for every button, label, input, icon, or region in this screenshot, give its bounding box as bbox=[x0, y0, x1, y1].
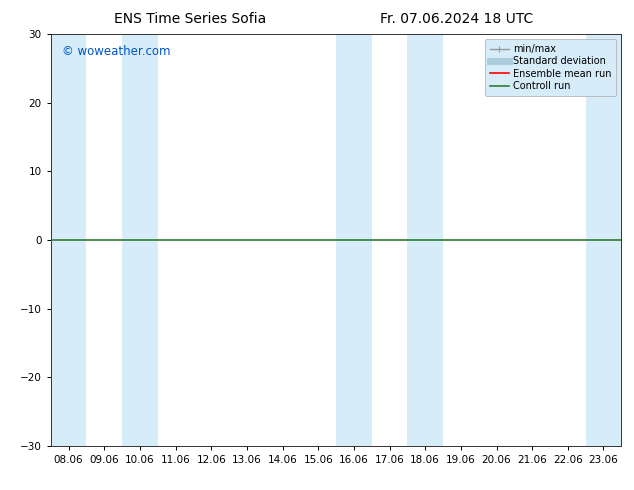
Bar bbox=[407, 34, 443, 446]
Legend: min/max, Standard deviation, Ensemble mean run, Controll run: min/max, Standard deviation, Ensemble me… bbox=[485, 39, 616, 96]
Bar bbox=[51, 34, 86, 446]
Text: ENS Time Series Sofia: ENS Time Series Sofia bbox=[114, 12, 266, 26]
Bar bbox=[122, 34, 158, 446]
Text: © woweather.com: © woweather.com bbox=[62, 45, 171, 58]
Bar bbox=[336, 34, 372, 446]
Bar bbox=[586, 34, 621, 446]
Text: Fr. 07.06.2024 18 UTC: Fr. 07.06.2024 18 UTC bbox=[380, 12, 533, 26]
